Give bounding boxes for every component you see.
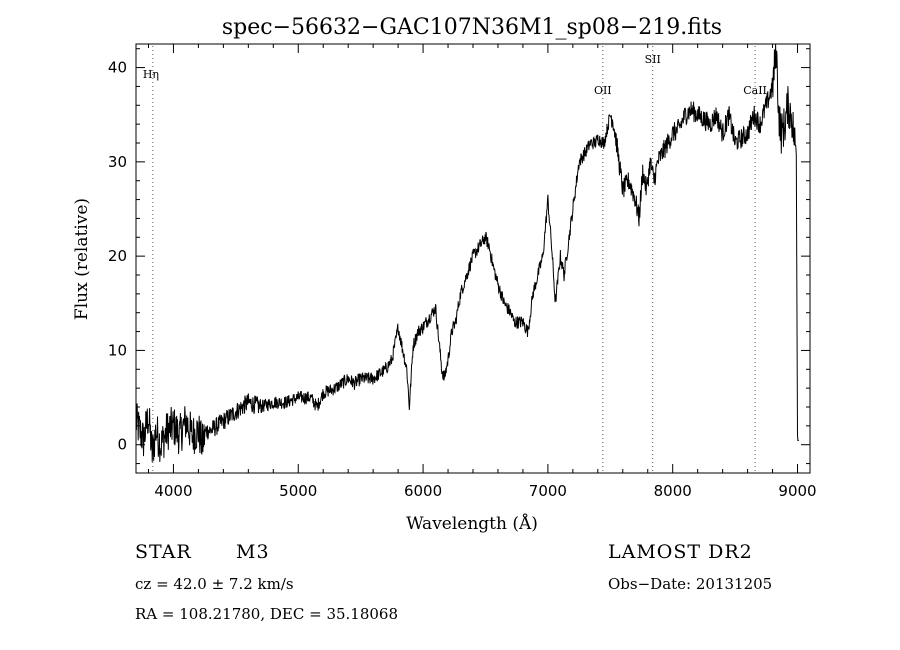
y-tick-label: 40 — [108, 59, 127, 77]
chart-title: spec−56632−GAC107N36M1_sp08−219.fits — [222, 15, 722, 40]
y-axis-label: Flux (relative) — [72, 198, 92, 320]
x-tick-label: 8000 — [654, 482, 692, 500]
y-tick-label: 20 — [108, 247, 127, 265]
spectral-line-label: OII — [594, 84, 612, 97]
obs-date-text: Obs−Date: 20131205 — [608, 575, 773, 593]
x-tick-label: 7000 — [529, 482, 567, 500]
x-axis-label: Wavelength (Å) — [406, 513, 538, 534]
cz-text: cz = 42.0 ± 7.2 km/s — [135, 575, 294, 593]
spectral-line-label: CaII — [743, 84, 767, 97]
spectral-line-label: Hη — [143, 68, 159, 81]
spectral-line-label: SII — [645, 53, 661, 66]
x-tick-label: 4000 — [154, 482, 192, 500]
class-label: STAR — [135, 541, 192, 563]
survey-label: LAMOST DR2 — [608, 541, 753, 563]
x-tick-label: 5000 — [279, 482, 317, 500]
y-tick-label: 30 — [108, 153, 127, 171]
x-tick-label: 9000 — [778, 482, 816, 500]
y-tick-label: 10 — [108, 341, 127, 359]
x-tick-label: 6000 — [404, 482, 442, 500]
y-tick-label: 0 — [117, 436, 127, 454]
spectrum-series-line — [135, 43, 800, 463]
subclass-label: M3 — [236, 541, 270, 563]
coords-text: RA = 108.21780, DEC = 35.18068 — [135, 605, 399, 623]
